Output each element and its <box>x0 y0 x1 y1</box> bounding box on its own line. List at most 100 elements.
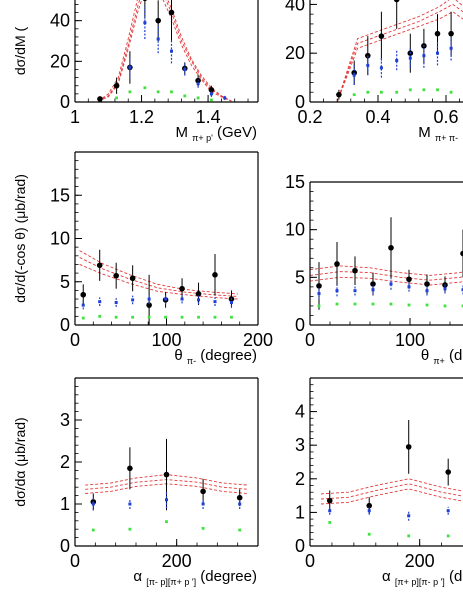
data-point <box>163 471 170 478</box>
green-point <box>328 521 332 524</box>
x-tick-label: 100 <box>395 330 425 350</box>
green-point <box>131 315 135 319</box>
x-tick-label: 0 <box>70 551 80 571</box>
green-point <box>407 534 411 538</box>
x-tick-label: 200 <box>162 551 192 571</box>
model-curve-2 <box>79 250 238 295</box>
data-markers <box>336 0 454 100</box>
green-point <box>408 88 412 92</box>
green-point <box>98 314 102 318</box>
data-point <box>406 276 412 283</box>
green-point <box>395 90 399 94</box>
data-markers <box>326 420 451 538</box>
data-point <box>200 488 206 495</box>
green-point <box>197 315 200 319</box>
data-point <box>334 261 340 267</box>
model-curve-2 <box>320 478 463 495</box>
data-point <box>97 96 103 102</box>
chart-panel-5: 0 200 0 1 2 3 dσ/dα (μb/rad) α [π- p][π+ p '] (… <box>12 377 259 587</box>
blue-point <box>317 292 321 296</box>
green-point <box>425 303 429 307</box>
x-label-subscript: [π- p][π+ p '] <box>146 577 196 587</box>
chart-panel-1: 1 1.2 1.4 0 20 40 dσ/dM (M π+ p' (GeV) <box>12 0 259 143</box>
data-markers <box>80 249 235 325</box>
green-point <box>81 316 85 320</box>
blue-point <box>180 297 184 301</box>
data-point <box>365 52 371 59</box>
data-point <box>352 267 358 274</box>
data-point <box>236 494 243 501</box>
blue-point <box>164 297 168 301</box>
data-markers <box>90 438 243 532</box>
blue-point <box>197 298 201 302</box>
model-curve-2 <box>310 265 463 276</box>
data-point <box>179 285 185 292</box>
blue-point <box>128 65 132 69</box>
blue-point <box>353 289 357 293</box>
model-curve-3 <box>310 276 463 286</box>
x-label-main: α <box>133 568 146 585</box>
x-tick-label: 0 <box>305 551 315 571</box>
x-tick-label: 100 <box>151 330 181 350</box>
blue-point <box>449 46 453 50</box>
green-point <box>335 302 339 306</box>
blue-point <box>223 96 227 100</box>
y-tick-label: 0 <box>295 536 305 556</box>
blue-point <box>367 509 371 513</box>
green-point <box>436 88 439 92</box>
model-curve-2 <box>336 11 463 102</box>
blue-point <box>352 73 356 77</box>
data-point <box>370 281 376 287</box>
y-tick-label: 10 <box>50 229 70 249</box>
x-tick-label: 1 <box>70 107 80 127</box>
data-point <box>113 82 120 89</box>
green-point <box>201 526 205 530</box>
x-label-unit: (degree) <box>196 347 257 364</box>
blue-point <box>395 59 399 63</box>
y-tick-label: 20 <box>285 43 305 63</box>
x-label-unit: (degree) <box>196 568 257 585</box>
green-point <box>449 90 453 94</box>
x-label-subscript: [π+ p][π- p '] <box>395 577 445 587</box>
x-label-unit: (deg <box>445 568 463 585</box>
green-point <box>128 527 132 531</box>
model-curve-3 <box>336 0 463 102</box>
y-tick-label: 40 <box>285 0 305 14</box>
x-tick-label: 1.4 <box>196 107 221 127</box>
x-label-subscript: π+ p' <box>192 133 213 143</box>
y-tick-label: 15 <box>285 172 305 192</box>
model-curves <box>98 0 232 102</box>
blue-point <box>169 49 173 53</box>
chart-panel-6: 0 200 0 1 2 3 4 α [π+ p][π- p '] (deg <box>295 377 463 587</box>
data-markers <box>316 217 463 310</box>
x-label-unit: (GeV) <box>213 124 257 141</box>
data-point <box>326 497 333 504</box>
y-tick-label: 0 <box>295 92 305 112</box>
blue-point <box>131 298 135 302</box>
y-tick-label: 1 <box>295 502 305 522</box>
y-tick-label: 2 <box>295 469 305 489</box>
green-point <box>230 315 233 319</box>
y-tick-label: 5 <box>60 272 70 292</box>
blue-point <box>114 301 118 305</box>
data-point <box>378 33 385 39</box>
blue-point <box>461 288 463 292</box>
x-label-main: α <box>382 568 395 585</box>
data-point <box>155 17 161 24</box>
data-point <box>127 465 133 472</box>
green-point <box>165 520 168 524</box>
green-point <box>115 96 118 100</box>
y-tick-label: 0 <box>60 315 70 335</box>
green-point <box>461 304 463 308</box>
y-tick-label: 5 <box>295 267 305 287</box>
green-point <box>443 304 447 308</box>
blue-point <box>81 303 85 307</box>
blue-point <box>196 82 200 86</box>
y-axis-label: dσ/d(-cos θ) (μb/rad) <box>12 174 28 303</box>
x-axis-label: θ π- (degree) <box>174 347 257 366</box>
x-tick-label: 0.2 <box>297 107 322 127</box>
y-axis-label: dσ/dM ( <box>12 27 28 76</box>
y-tick-label: 3 <box>295 435 305 455</box>
green-point <box>407 303 411 307</box>
blue-point <box>335 289 339 293</box>
